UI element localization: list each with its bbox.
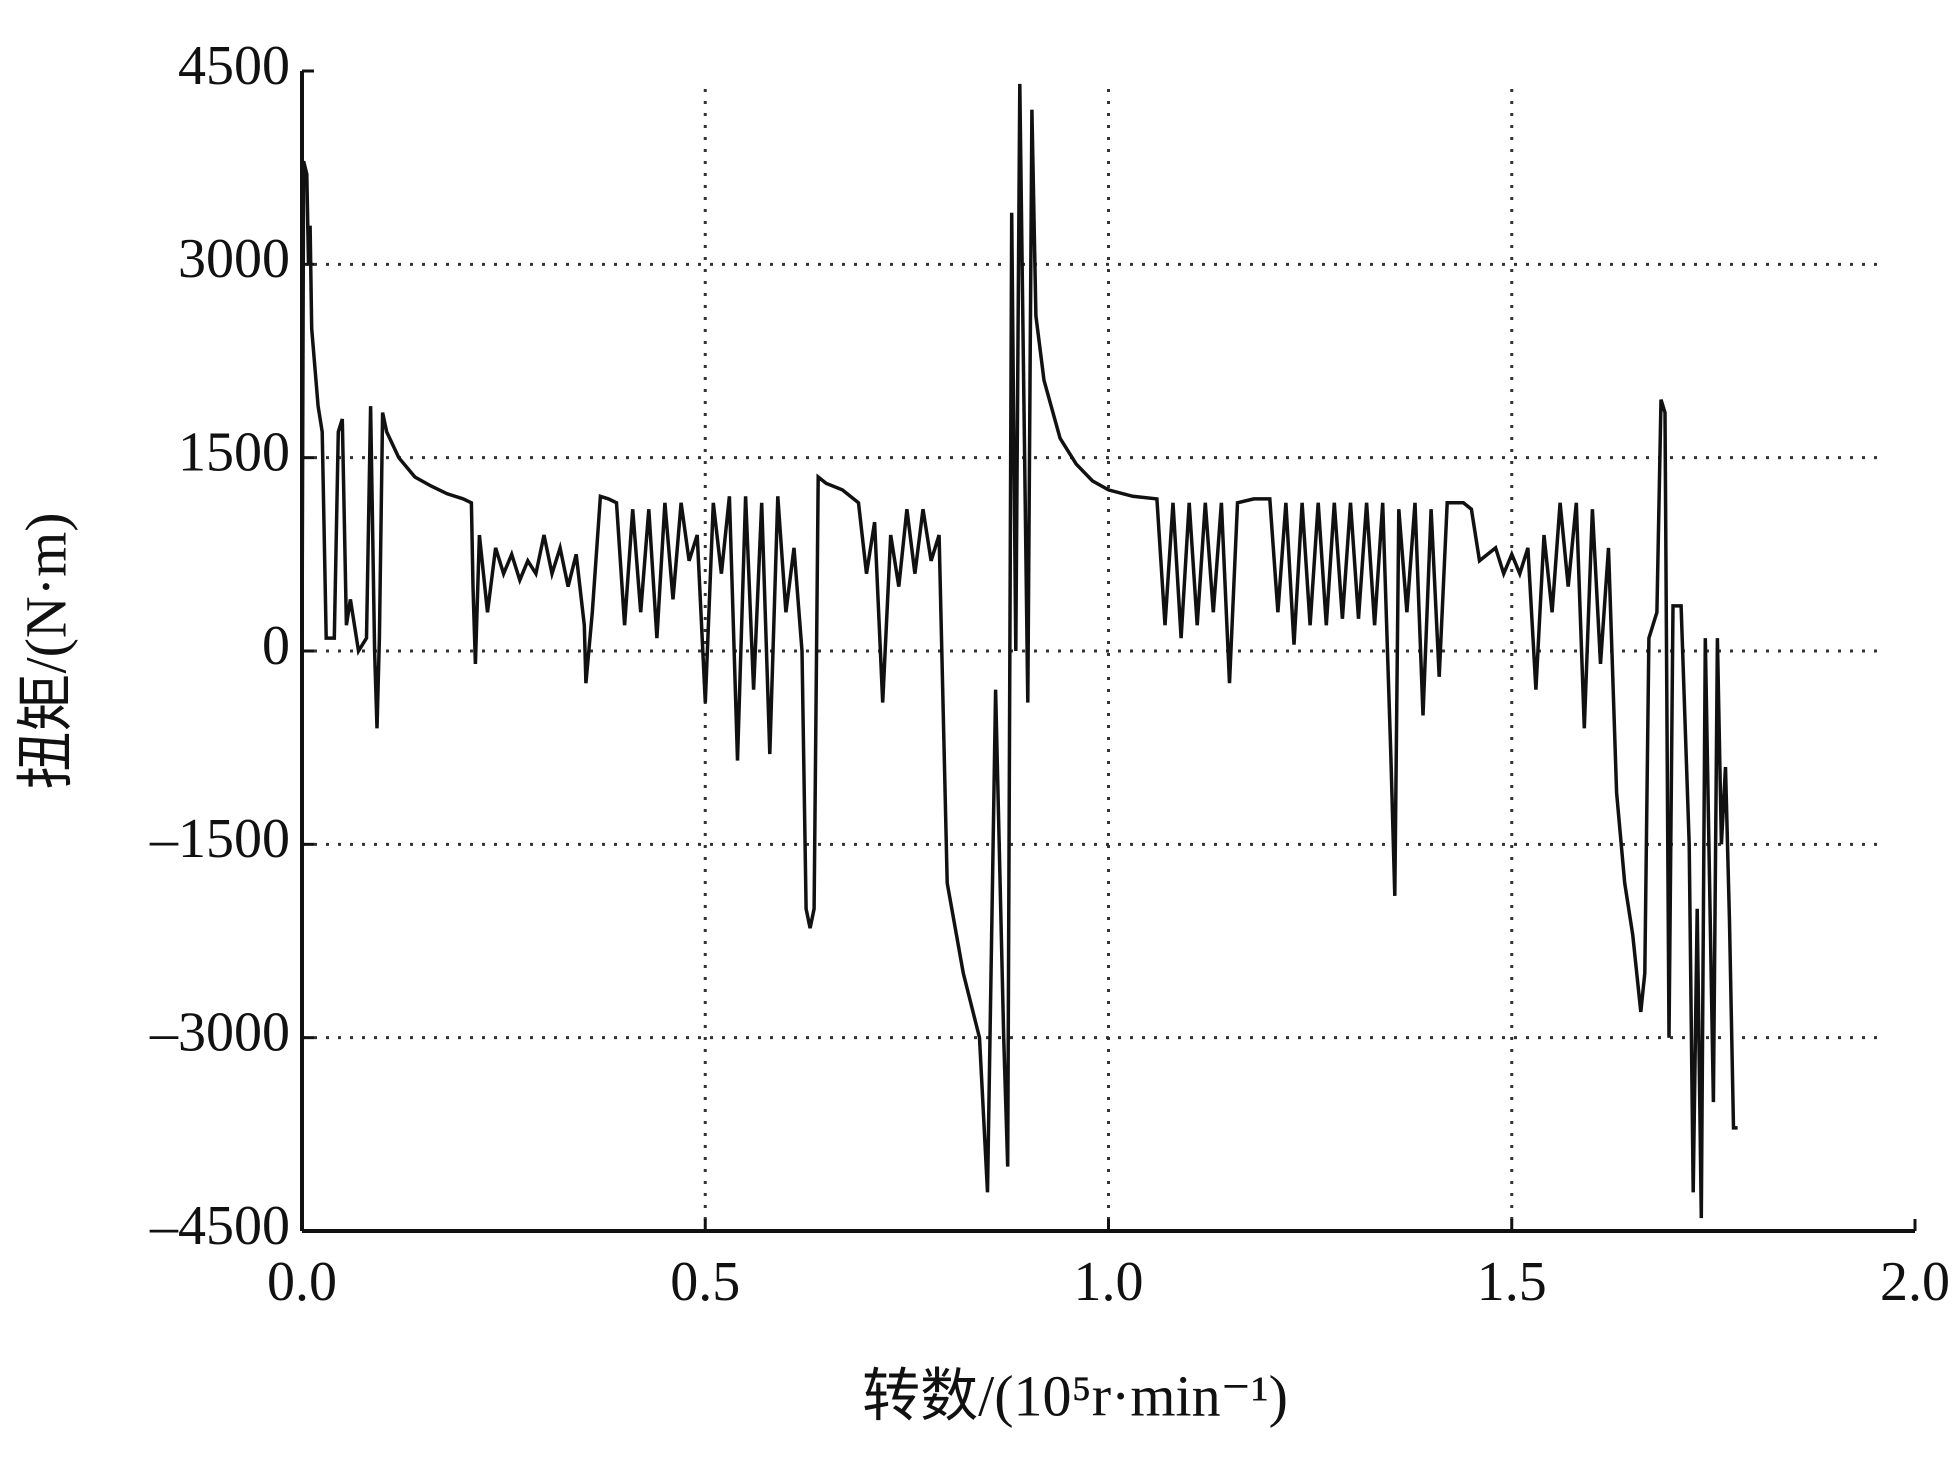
y-tick-label: 1500: [178, 422, 290, 484]
x-tick-label: 1.5: [1477, 1251, 1547, 1313]
y-tick-label: –1500: [149, 808, 290, 870]
y-tick-label: –4500: [149, 1195, 290, 1257]
data-line: [300, 83, 1738, 1219]
y-tick-label: 4500: [178, 35, 290, 97]
x-axis-title: 转数/(10⁵r·min⁻¹): [862, 1363, 1288, 1428]
x-tick-label: 1.0: [1074, 1251, 1144, 1313]
x-tick-label: 0.5: [670, 1251, 740, 1313]
y-tick-label: –3000: [149, 1002, 290, 1064]
x-tick-label: 0.0: [267, 1251, 337, 1313]
y-tick-label: 0: [262, 615, 290, 677]
x-tick-label: 2.0: [1880, 1251, 1950, 1313]
y-axis-title: 扭矩/(N·m): [13, 512, 78, 789]
y-tick-label: 3000: [178, 228, 290, 290]
